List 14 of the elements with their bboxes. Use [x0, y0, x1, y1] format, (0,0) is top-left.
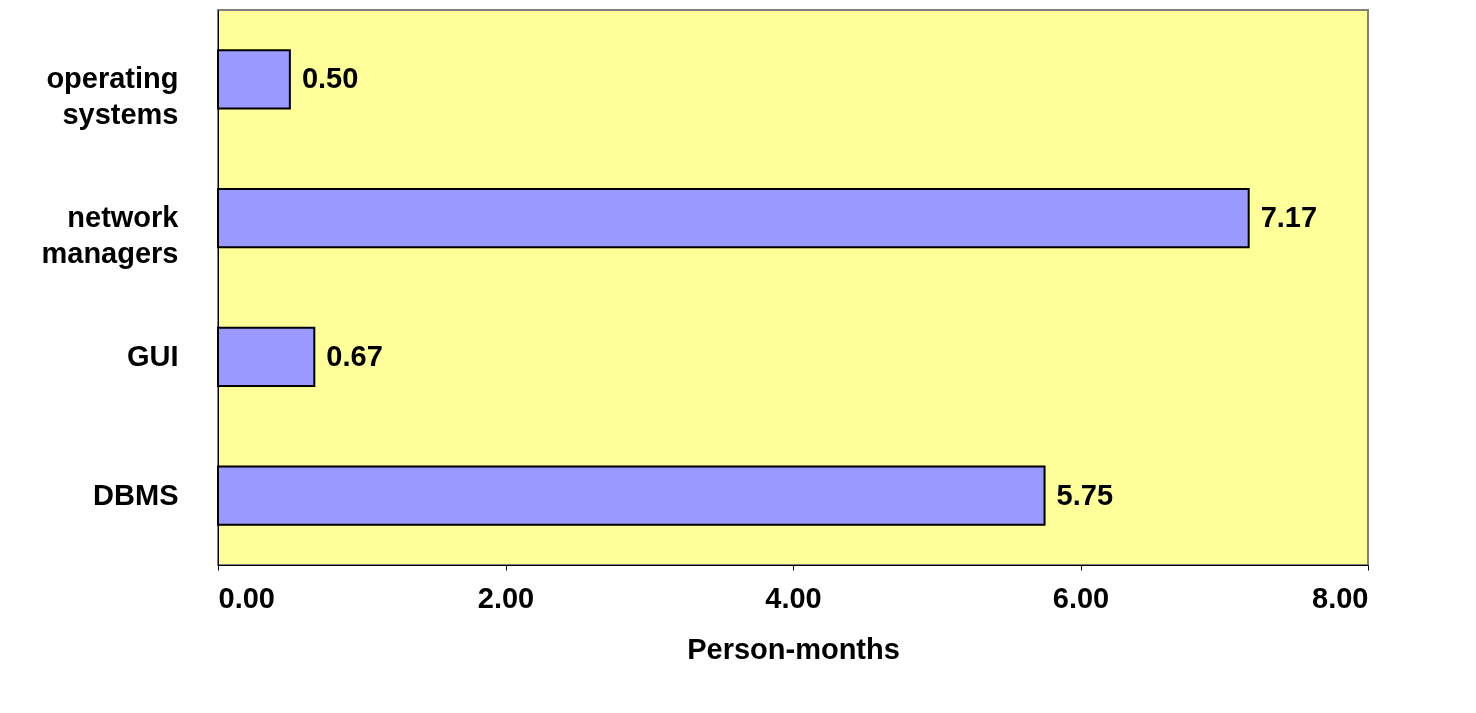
x-tick-label: 8.00 — [1312, 581, 1369, 614]
y-tick-label: DBMS — [93, 478, 179, 511]
y-tick-label: operating systems — [46, 62, 179, 131]
x-tick-label: 4.00 — [765, 581, 822, 614]
x-tick-label: 0.00 — [218, 581, 275, 614]
x-tick-label: 2.00 — [477, 581, 535, 614]
data-label: 7.17 — [1260, 201, 1318, 234]
x-tick-label: 6.00 — [1052, 581, 1110, 614]
x-axis-title: Person-months — [687, 632, 900, 665]
y-tick-label: GUI — [126, 339, 179, 372]
data-label: 5.75 — [1056, 478, 1114, 511]
data-label: 0.50 — [301, 62, 359, 95]
y-tick-label: network managers — [41, 201, 180, 270]
data-label: 0.67 — [326, 339, 383, 372]
